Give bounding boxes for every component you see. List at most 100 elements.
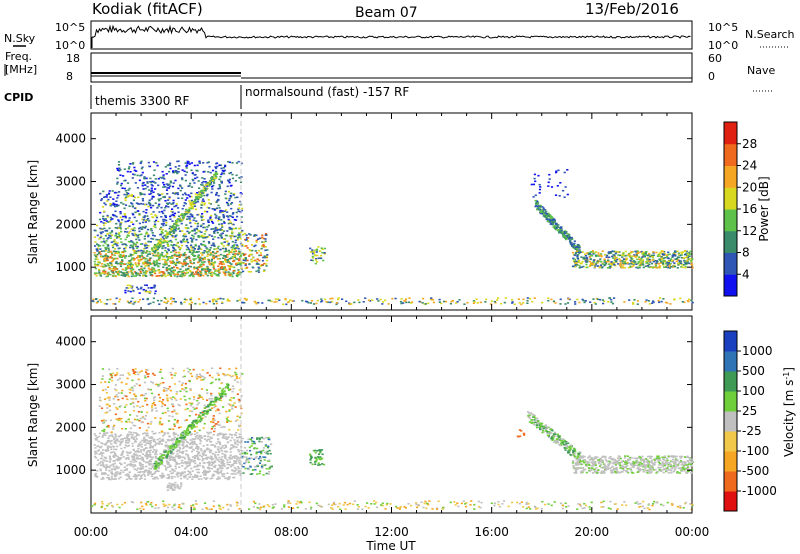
power-point (320, 247, 323, 249)
power-point (131, 177, 134, 179)
power-point (611, 250, 614, 252)
power-point (122, 203, 125, 205)
power-point (152, 191, 155, 193)
power-point (210, 178, 213, 181)
velocity-point (161, 472, 164, 475)
velocity-point (213, 470, 216, 473)
power-point (559, 303, 562, 305)
power-point (173, 231, 176, 233)
power-point (628, 255, 631, 257)
power-point (214, 226, 217, 229)
velocity-point (171, 453, 174, 455)
power-point (613, 255, 616, 258)
velocity-point (111, 445, 114, 448)
power-point (235, 262, 238, 265)
power-point (311, 249, 314, 251)
power-point (223, 255, 226, 257)
velocity-point (97, 440, 100, 443)
velocity-point (149, 441, 152, 444)
velocity-point (190, 460, 193, 463)
power-point (165, 298, 168, 300)
velocity-point (215, 442, 218, 445)
power-point (230, 215, 233, 218)
power-point (186, 162, 189, 164)
velocity-point (193, 441, 196, 444)
power-point (195, 196, 198, 198)
power-point (215, 175, 218, 178)
velocity-point (241, 457, 244, 459)
power-point (163, 239, 166, 241)
velocity-point (230, 473, 233, 475)
power-point (215, 256, 218, 258)
power-point (124, 267, 127, 269)
velocity-point (112, 478, 116, 480)
freq-label-1: Freq. (5, 50, 32, 63)
power-point (615, 256, 618, 259)
power-point (133, 250, 136, 252)
power-point (541, 209, 544, 211)
power-point (677, 252, 680, 255)
power-point (172, 199, 175, 202)
power-point (141, 184, 144, 187)
power-point (536, 208, 539, 211)
power-point (154, 247, 157, 250)
power-point (353, 301, 356, 304)
velocity-point (204, 416, 207, 418)
velocity-point (133, 475, 136, 478)
power-point (133, 207, 137, 210)
power-point (567, 235, 570, 237)
velocity-point (114, 478, 117, 480)
power-point (127, 192, 130, 195)
power-point (206, 193, 209, 196)
power-point (130, 259, 133, 261)
power-point (203, 244, 207, 247)
velocity-point (181, 444, 184, 447)
power-point (212, 254, 215, 257)
power-point (175, 222, 178, 225)
power-point (112, 214, 115, 216)
power-point (212, 272, 215, 274)
power-point (118, 232, 121, 234)
power-point (120, 201, 123, 204)
power-point (199, 196, 202, 199)
power-point (182, 270, 185, 272)
power-point (664, 256, 667, 259)
velocity-point (215, 470, 218, 473)
power-point (187, 232, 191, 234)
power-point (207, 261, 210, 263)
power-point (234, 250, 238, 252)
velocity-point (126, 435, 129, 437)
power-point (147, 267, 150, 269)
velocity-point (143, 439, 146, 441)
power-point (198, 162, 201, 164)
power-colorbar-swatch (724, 165, 737, 188)
power-point (197, 245, 201, 247)
power-point (184, 233, 187, 235)
power-point (571, 251, 575, 254)
power-point (236, 300, 239, 302)
power-point (262, 270, 266, 272)
velocity-point (228, 409, 231, 411)
power-point (503, 301, 506, 304)
velocity-point (163, 433, 166, 436)
power-point (114, 235, 117, 237)
velocity-point (149, 468, 152, 470)
velocity-point (231, 469, 234, 472)
power-point (106, 237, 109, 240)
power-point (320, 298, 323, 300)
power-point (566, 193, 569, 196)
velocity-point (110, 472, 113, 474)
power-point (224, 259, 227, 262)
power-point (688, 255, 691, 257)
power-point (631, 265, 634, 268)
power-point (95, 248, 98, 250)
power-point (644, 265, 647, 267)
power-point (261, 302, 264, 304)
power-point (210, 214, 213, 217)
velocity-point (184, 461, 187, 464)
power-point (128, 205, 131, 207)
velocity-point (195, 454, 198, 457)
power-point (564, 232, 567, 235)
power-point (112, 243, 116, 246)
power-point (641, 256, 644, 258)
